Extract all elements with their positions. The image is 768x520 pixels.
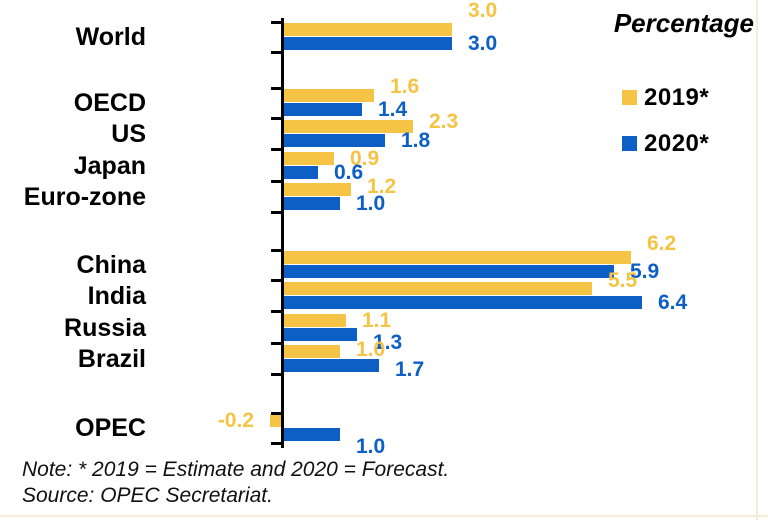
bar-2019-euro-zone (284, 183, 351, 196)
category-label-russia: Russia (64, 313, 146, 342)
axis-tick (271, 412, 281, 415)
axis-tick (271, 373, 281, 376)
category-label-china: China (76, 250, 146, 279)
value-label-2019-china: 6.2 (647, 231, 677, 255)
chart-title: Percentage (613, 8, 754, 38)
bar-2019-russia (284, 314, 346, 327)
value-label-2019-india: 5.5 (608, 268, 638, 292)
bar-2020-euro-zone (284, 197, 340, 210)
axis-tick (271, 51, 281, 54)
axis-tick (271, 211, 281, 214)
legend: 2019* 2020* (622, 84, 709, 176)
category-label-oecd: OECD (73, 88, 146, 117)
source-text: Source: OPEC Secretariat. (22, 484, 273, 507)
axis-tick (271, 87, 281, 90)
scan-edge-right (756, 0, 758, 520)
value-label-2019-brazil: 1.0 (356, 337, 386, 361)
value-label-2020-brazil: 1.7 (395, 357, 425, 381)
category-label-us: US (111, 119, 146, 148)
y-axis-line (281, 18, 284, 448)
value-label-2019-japan: 0.9 (350, 146, 380, 170)
value-label-2019-world: 3.0 (468, 0, 498, 22)
category-label-japan: Japan (73, 151, 146, 180)
value-label-2019-us: 2.3 (429, 109, 459, 133)
value-label-2020-russia: 1.3 (373, 330, 403, 354)
value-label-2020-euro-zone: 1.0 (356, 191, 386, 215)
legend-label-2019: 2019* (644, 83, 710, 111)
value-label-2020-opec: 1.0 (356, 434, 386, 458)
category-label-india: India (87, 281, 146, 310)
axis-tick (271, 117, 281, 120)
legend-item-2020: 2020* (622, 130, 709, 157)
bar-2020-world (284, 37, 452, 50)
value-label-2020-india: 6.4 (658, 290, 688, 314)
bar-2020-us (284, 134, 385, 147)
value-label-2019-euro-zone: 1.2 (367, 174, 397, 198)
value-label-2020-world: 3.0 (468, 31, 498, 55)
category-label-euro-zone: Euro-zone (23, 182, 146, 211)
bar-2019-world (284, 23, 452, 36)
bar-2019-india (284, 282, 592, 295)
bar-2020-opec (284, 428, 340, 441)
legend-swatch-2019 (622, 90, 637, 105)
legend-item-2019: 2019* (622, 84, 709, 111)
value-label-2019-opec: -0.2 (217, 408, 254, 432)
axis-tick (271, 342, 281, 345)
bar-2019-opec (270, 414, 281, 427)
axis-tick (271, 249, 281, 252)
category-label-opec: OPEC (75, 413, 146, 442)
scan-edge-bottom (0, 515, 768, 517)
bar-2019-china (284, 251, 631, 264)
bar-2020-china (284, 265, 614, 278)
value-label-2019-russia: 1.1 (362, 308, 392, 332)
value-label-2020-china: 5.9 (630, 259, 660, 283)
bar-2020-japan (284, 166, 318, 179)
bar-2020-india (284, 296, 642, 309)
axis-tick (271, 21, 281, 24)
bar-2020-oecd (284, 103, 362, 116)
legend-swatch-2020 (622, 136, 637, 151)
axis-tick (271, 279, 281, 282)
axis-tick (271, 180, 281, 183)
category-label-brazil: Brazil (77, 344, 146, 373)
axis-tick (271, 310, 281, 313)
note-text: Note: * 2019 = Estimate and 2020 = Forec… (22, 458, 450, 481)
value-label-2020-us: 1.8 (401, 128, 431, 152)
value-label-2019-oecd: 1.6 (390, 74, 420, 98)
bar-2019-brazil (284, 345, 340, 358)
value-label-2020-japan: 0.6 (334, 160, 364, 184)
category-label-world: World (75, 22, 146, 51)
bar-2019-oecd (284, 89, 374, 102)
axis-tick (271, 442, 281, 445)
bar-2019-japan (284, 152, 334, 165)
bar-2019-us (284, 120, 413, 133)
value-label-2020-oecd: 1.4 (378, 97, 408, 121)
bar-2020-russia (284, 328, 357, 341)
axis-tick (271, 148, 281, 151)
legend-label-2020: 2020* (644, 129, 710, 157)
bar-2020-brazil (284, 359, 379, 372)
